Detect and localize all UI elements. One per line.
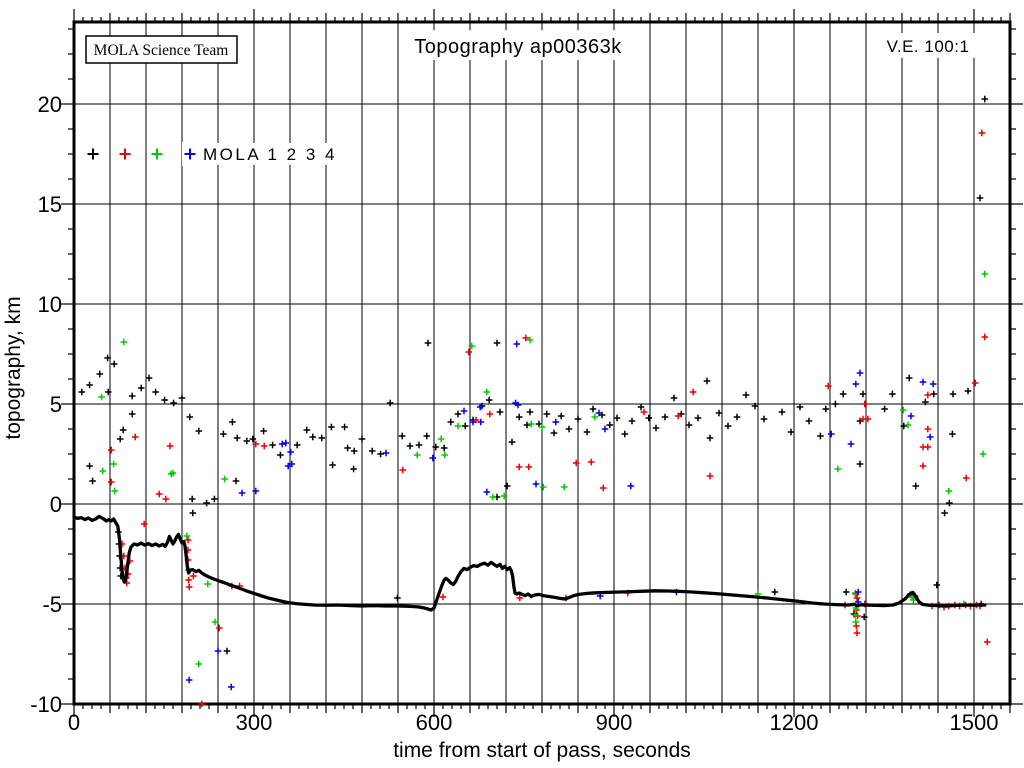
y-tick-label: 0: [50, 492, 62, 517]
ground-track-trace: [72, 514, 987, 612]
tick-labels: 0 300 600 900 1200 1500 -10 -5 0 5 10 15 20: [30, 92, 998, 735]
y-tick-label: -5: [42, 592, 62, 617]
title-backdrop: [408, 30, 629, 60]
y-tick-label: 10: [38, 292, 62, 317]
y-tick-label: 15: [38, 192, 62, 217]
x-tick-label: 300: [236, 710, 273, 735]
x-axis-title: time from start of pass, seconds: [393, 739, 691, 762]
x-tick-label: 0: [68, 710, 80, 735]
legend-markers: [85, 142, 198, 166]
surface-profile-path: [72, 514, 987, 612]
chart-title: Topography ap00363k: [414, 36, 622, 58]
x-tick-label: 1500: [950, 710, 999, 735]
y-tick-label: 5: [50, 392, 62, 417]
series-mola-3: [98, 270, 989, 668]
x-tick-label: 1200: [770, 710, 819, 735]
y-axis-title: topography, km: [2, 296, 25, 439]
series-mola-2: [107, 129, 991, 708]
series-mola-4: [185, 340, 985, 691]
team-label: MOLA Science Team: [94, 42, 229, 59]
plot-border: [72, 20, 1012, 706]
gridlines: [74, 22, 1010, 704]
y-tick-label: -10: [30, 692, 62, 717]
x-tick-label: 900: [596, 710, 633, 735]
y-tick-label: 20: [38, 92, 62, 117]
vertical-exaggeration-label: V.E. 100:1: [887, 37, 970, 56]
legend-label: MOLA 1 2 3 4: [203, 145, 337, 164]
legend-text-backdrop: [197, 143, 346, 165]
ve-backdrop: [872, 33, 984, 58]
team-box: [85, 35, 238, 64]
x-tick-label: 600: [416, 710, 453, 735]
series-mola-1: [78, 95, 989, 655]
scatter-points: [78, 95, 991, 708]
